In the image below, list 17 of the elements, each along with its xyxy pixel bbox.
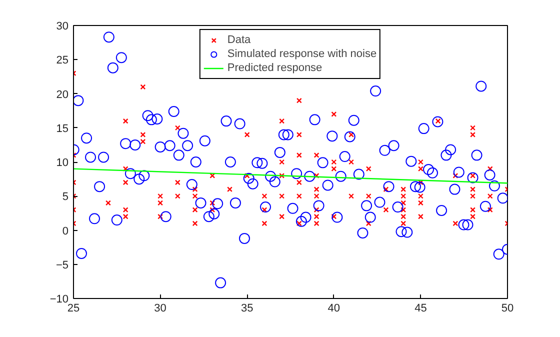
y-tick-label: 0 xyxy=(62,225,69,238)
y-tick-label: 10 xyxy=(56,157,69,169)
y-tick-label: −5 xyxy=(56,259,69,272)
x-tick-label: 50 xyxy=(501,302,514,314)
y-tick-label: 5 xyxy=(62,191,69,204)
x-tick-label: 30 xyxy=(154,302,166,314)
legend-label: Data xyxy=(227,33,251,47)
y-tick-label: 25 xyxy=(56,54,69,67)
x-tick-label: 45 xyxy=(414,302,427,314)
legend-label: Simulated response with noise xyxy=(227,47,377,61)
y-tick-label: 15 xyxy=(56,122,69,135)
y-tick-label: 20 xyxy=(56,88,69,101)
legend-label: Predicted response xyxy=(227,61,322,75)
x-tick-label: 35 xyxy=(240,302,254,314)
x-tick-label: 40 xyxy=(328,302,340,314)
y-tick-label: 30 xyxy=(56,20,69,32)
y-tick-label: −10 xyxy=(50,294,69,306)
